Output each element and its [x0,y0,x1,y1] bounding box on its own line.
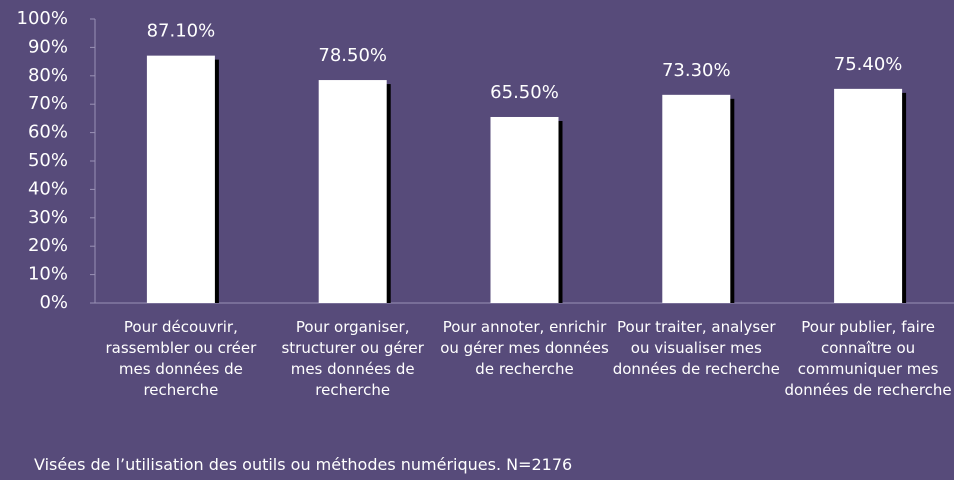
bar [834,88,903,303]
x-tick-label: Pour organiser, structurer ou gérer mes … [281,318,424,399]
y-tick-label: 50% [28,150,68,171]
y-tick-label: 100% [17,8,68,29]
x-tick-label: Pour traiter, analyser ou visualiser mes… [612,318,780,378]
y-tick-label: 30% [28,207,68,228]
data-label: 78.50% [318,45,387,66]
data-label: 65.50% [490,82,559,103]
bar [318,80,387,303]
bar [490,116,559,303]
y-tick-label: 20% [28,235,68,256]
y-tick-label: 80% [28,65,68,86]
data-label: 87.10% [147,21,216,42]
caption: Visées de l’utilisation des outils ou mé… [34,455,573,474]
bar [146,55,215,303]
x-tick-label: Pour découvrir, rassembler ou créer mes … [105,318,257,399]
y-tick-label: 70% [28,93,68,114]
y-tick-label: 0% [39,292,68,313]
y-tick-label: 90% [28,36,68,57]
bar [662,94,731,303]
data-label: 73.30% [662,60,731,81]
y-tick-label: 10% [28,264,68,285]
y-tick-label: 40% [28,178,68,199]
x-tick-label: Pour annoter, enrichir ou gérer mes donn… [440,318,609,378]
y-tick-label: 60% [28,122,68,143]
x-tick-label: Pour publier, faire connaître ou communi… [784,318,952,399]
data-label: 75.40% [834,54,903,75]
